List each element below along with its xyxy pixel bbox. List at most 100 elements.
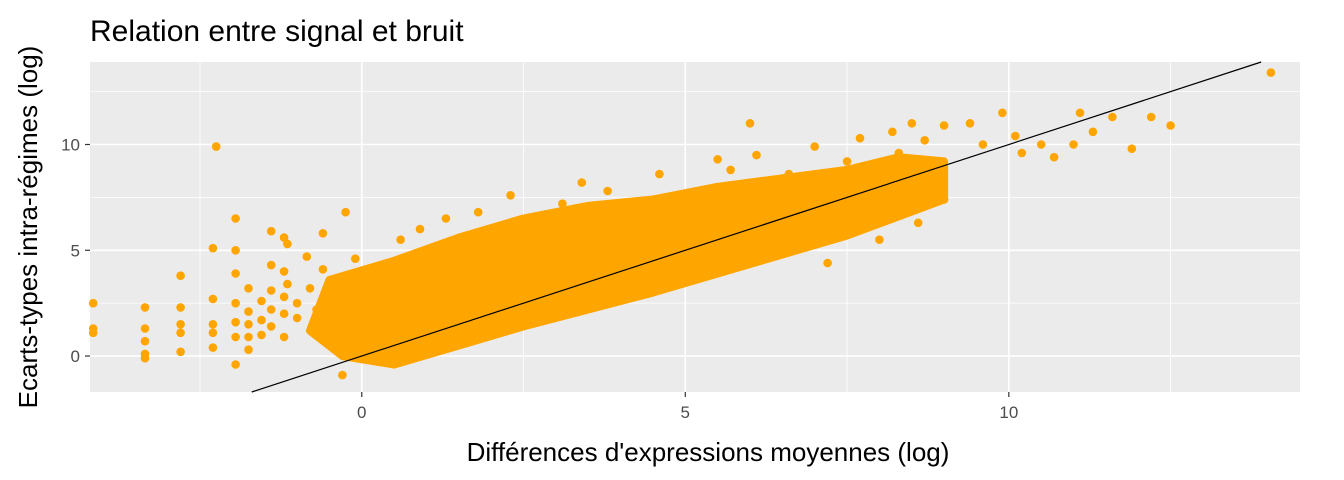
scatter-point <box>257 296 266 306</box>
scatter-point <box>208 328 218 338</box>
y-tick-label: 0 <box>71 347 80 366</box>
scatter-point <box>176 271 185 281</box>
scatter-point <box>266 260 276 270</box>
dense-point-cloud <box>306 153 949 369</box>
scatter-point <box>894 148 904 158</box>
scatter-point <box>519 235 528 244</box>
scatter-point <box>231 360 240 369</box>
scatter-point <box>208 243 218 253</box>
y-axis-ticks: 0 5 10 <box>61 136 90 366</box>
scatter-point <box>292 313 302 323</box>
scatter-points <box>88 68 1276 380</box>
scatter-point <box>745 119 755 128</box>
scatter-point <box>318 229 328 238</box>
major-gridlines <box>90 62 1300 392</box>
scatter-point <box>726 165 735 175</box>
scatter-point <box>415 224 425 234</box>
scatter-point <box>257 315 266 325</box>
scatter-point <box>231 269 240 278</box>
scatter-point <box>1088 127 1098 137</box>
scatter-point <box>292 298 302 308</box>
scatter-point <box>998 108 1007 118</box>
scatter-point <box>752 150 761 160</box>
reference-line <box>251 61 1262 393</box>
scatter-point <box>266 286 276 295</box>
scatter-point <box>868 212 878 221</box>
scatter-point <box>506 191 515 200</box>
scatter-point <box>244 320 253 329</box>
scatter-point <box>140 336 150 346</box>
x-tick-label: 5 <box>681 403 690 422</box>
scatter-point <box>1017 148 1027 158</box>
scatter-point <box>266 226 276 236</box>
scatter-point <box>875 235 884 244</box>
scatter-point <box>655 169 664 179</box>
scatter-point <box>231 246 240 255</box>
scatter-point <box>305 284 315 293</box>
point-cloud-band <box>306 153 949 369</box>
scatter-point <box>784 169 794 179</box>
x-tick-label: 10 <box>999 403 1018 422</box>
scatter-point <box>351 254 360 263</box>
scatter-point <box>810 142 819 151</box>
scatter-point <box>907 119 917 128</box>
x-axis-ticks: 0 5 10 <box>357 392 1018 422</box>
scatter-point <box>244 332 253 342</box>
scatter-point <box>1108 112 1117 122</box>
scatter-point <box>312 305 321 314</box>
scatter-point <box>713 155 722 164</box>
chart-title: Relation entre signal et bruit <box>90 15 464 48</box>
scatter-point <box>244 284 253 293</box>
scatter-point <box>473 207 483 217</box>
x-tick-label: 0 <box>357 403 366 422</box>
scatter-point <box>1127 144 1137 153</box>
x-axis-title: Différences d'expressions moyennes (log) <box>467 437 950 467</box>
scatter-point <box>965 119 975 128</box>
scatter-point <box>603 186 612 196</box>
scatter-point <box>1011 131 1020 141</box>
scatter-point <box>920 136 929 145</box>
scatter-point <box>1049 152 1059 162</box>
scatter-point <box>266 322 276 331</box>
scatter-point <box>341 207 350 217</box>
scatter-point <box>176 320 185 329</box>
scatter-point <box>208 343 218 352</box>
scatter-point <box>283 239 292 249</box>
scatter-point <box>211 142 221 151</box>
scatter-point <box>441 214 451 223</box>
scatter-point <box>1075 108 1085 118</box>
scatter-point <box>1036 140 1046 149</box>
scatter-point <box>901 203 910 213</box>
scatter-point <box>396 235 405 244</box>
scatter-point <box>279 292 289 302</box>
scatter-point <box>1146 112 1156 122</box>
scatter-point <box>321 324 331 333</box>
scatter-point <box>389 273 399 283</box>
scatter-point <box>1166 121 1175 130</box>
scatter-point <box>231 298 240 308</box>
scatter-point <box>913 218 923 228</box>
scatter-point <box>279 233 289 242</box>
y-tick-label: 10 <box>61 136 80 155</box>
scatter-point <box>208 294 218 304</box>
scatter-point <box>208 320 218 329</box>
scatter-point <box>939 121 949 130</box>
scatter-point <box>279 332 289 342</box>
scatter-point <box>939 195 949 204</box>
y-tick-label: 5 <box>71 241 80 260</box>
scatter-point <box>823 258 832 268</box>
scatter-point <box>140 324 150 333</box>
scatter-point <box>279 309 289 319</box>
scatter-point <box>318 265 328 274</box>
scatter-point <box>338 370 347 380</box>
scatter-point <box>231 332 240 342</box>
scatter-point <box>344 351 354 361</box>
scatter-point <box>888 127 897 137</box>
scatter-point <box>266 305 276 314</box>
scatter-point <box>1069 140 1078 149</box>
scatter-point <box>231 317 240 327</box>
scatter-point <box>140 303 150 312</box>
scatter-point <box>279 267 289 276</box>
scatter-point <box>978 140 988 149</box>
